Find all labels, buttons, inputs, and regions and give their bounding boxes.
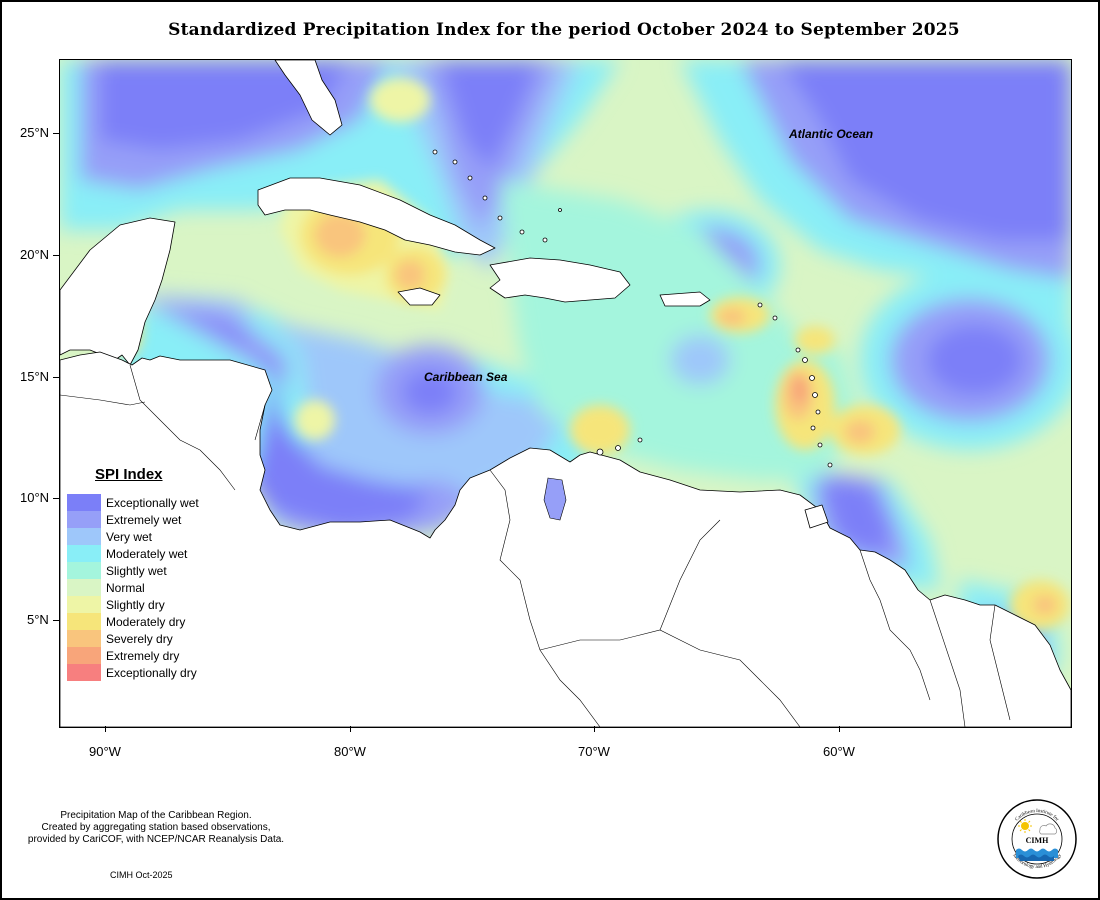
logo-text: CIMH (1026, 836, 1049, 845)
legend-swatch (67, 494, 101, 511)
cloud-icon (1039, 823, 1057, 835)
caribbean-sea-label: Caribbean Sea (424, 370, 508, 384)
credit-line-3: provided by CariCOF, with NCEP/NCAR Rean… (27, 834, 285, 845)
map-credit: Precipitation Map of the Caribbean Regio… (6, 810, 306, 846)
legend-label: Moderately wet (106, 546, 188, 561)
legend-item: Extremely wet (67, 511, 207, 528)
lon-label-90w: 90°W (89, 744, 121, 759)
atlantic-ocean-label: Atlantic Ocean (789, 127, 874, 141)
yucatan (60, 217, 176, 366)
legend-swatch (67, 511, 101, 528)
lon-tick (594, 726, 595, 732)
spi-legend: SPI Index Exceptionally wet Extremely wet… (67, 466, 207, 681)
legend-label: Slightly wet (106, 563, 167, 578)
lon-tick (350, 726, 351, 732)
credit-line-2: Created by aggregating station based obs… (41, 822, 271, 833)
central-america (60, 351, 1071, 727)
puerto-rico (659, 291, 711, 307)
credit-line-1: Precipitation Map of the Caribbean Regio… (60, 810, 252, 821)
lat-tick (53, 377, 59, 378)
legend-label: Normal (106, 580, 145, 595)
lat-tick (53, 620, 59, 621)
lat-label-25n: 25°N (20, 125, 50, 140)
cimh-logo: Caribbean Institute for Meteorology and … (996, 798, 1078, 880)
legend-label: Extremely wet (106, 512, 182, 527)
lon-label-70w: 70°W (578, 744, 610, 759)
jamaica (397, 287, 441, 306)
legend-swatch (67, 630, 101, 647)
legend-item: Moderately dry (67, 613, 207, 630)
legend-swatch (67, 596, 101, 613)
legend-item: Exceptionally wet (67, 494, 207, 511)
legend-label: Exceptionally dry (106, 665, 197, 680)
lat-label-5n: 5°N (27, 612, 49, 627)
waves-icon (1016, 848, 1058, 861)
legend-item: Slightly dry (67, 596, 207, 613)
country-borders (60, 364, 1011, 727)
lon-tick (839, 726, 840, 732)
sun-icon (1018, 819, 1032, 833)
legend-item: Moderately wet (67, 545, 207, 562)
legend-swatch (67, 562, 101, 579)
legend-swatch (67, 545, 101, 562)
legend-label: Slightly dry (106, 597, 165, 612)
map-title: Standardized Precipitation Index for the… (168, 20, 960, 40)
legend-label: Moderately dry (106, 614, 186, 629)
cuba (257, 177, 496, 256)
legend-item: Normal (67, 579, 207, 596)
lat-tick (53, 498, 59, 499)
legend-swatch (67, 647, 101, 664)
legend-item: Slightly wet (67, 562, 207, 579)
legend-item: Exceptionally dry (67, 664, 207, 681)
lon-label-60w: 60°W (823, 744, 855, 759)
legend-item: Very wet (67, 528, 207, 545)
legend-title: SPI Index (95, 466, 163, 483)
legend-item: Extremely dry (67, 647, 207, 664)
lat-label-10n: 10°N (20, 490, 50, 505)
legend-swatch (67, 579, 101, 596)
lake-maracaibo (543, 477, 567, 521)
lat-tick (53, 133, 59, 134)
legend-items: Exceptionally wet Extremely wet Very wet Mo… (67, 494, 207, 681)
legend-swatch (67, 664, 101, 681)
legend-label: Very wet (106, 529, 153, 544)
legend-label: Exceptionally wet (106, 495, 199, 510)
trinidad (804, 504, 829, 529)
date-stamp: CIMH Oct-2025 (110, 870, 173, 880)
florida (274, 60, 343, 136)
spi-map (59, 59, 1072, 728)
landmasses (60, 60, 1071, 727)
legend-swatch (67, 613, 101, 630)
lat-tick (53, 255, 59, 256)
lat-label-20n: 20°N (20, 247, 50, 262)
legend-label: Extremely dry (106, 648, 180, 663)
legend-label: Severely dry (106, 631, 173, 646)
legend-item: Severely dry (67, 630, 207, 647)
lon-label-80w: 80°W (334, 744, 366, 759)
lon-tick (105, 726, 106, 732)
lat-label-15n: 15°N (20, 369, 50, 384)
hispaniola (489, 257, 631, 303)
legend-swatch (67, 528, 101, 545)
